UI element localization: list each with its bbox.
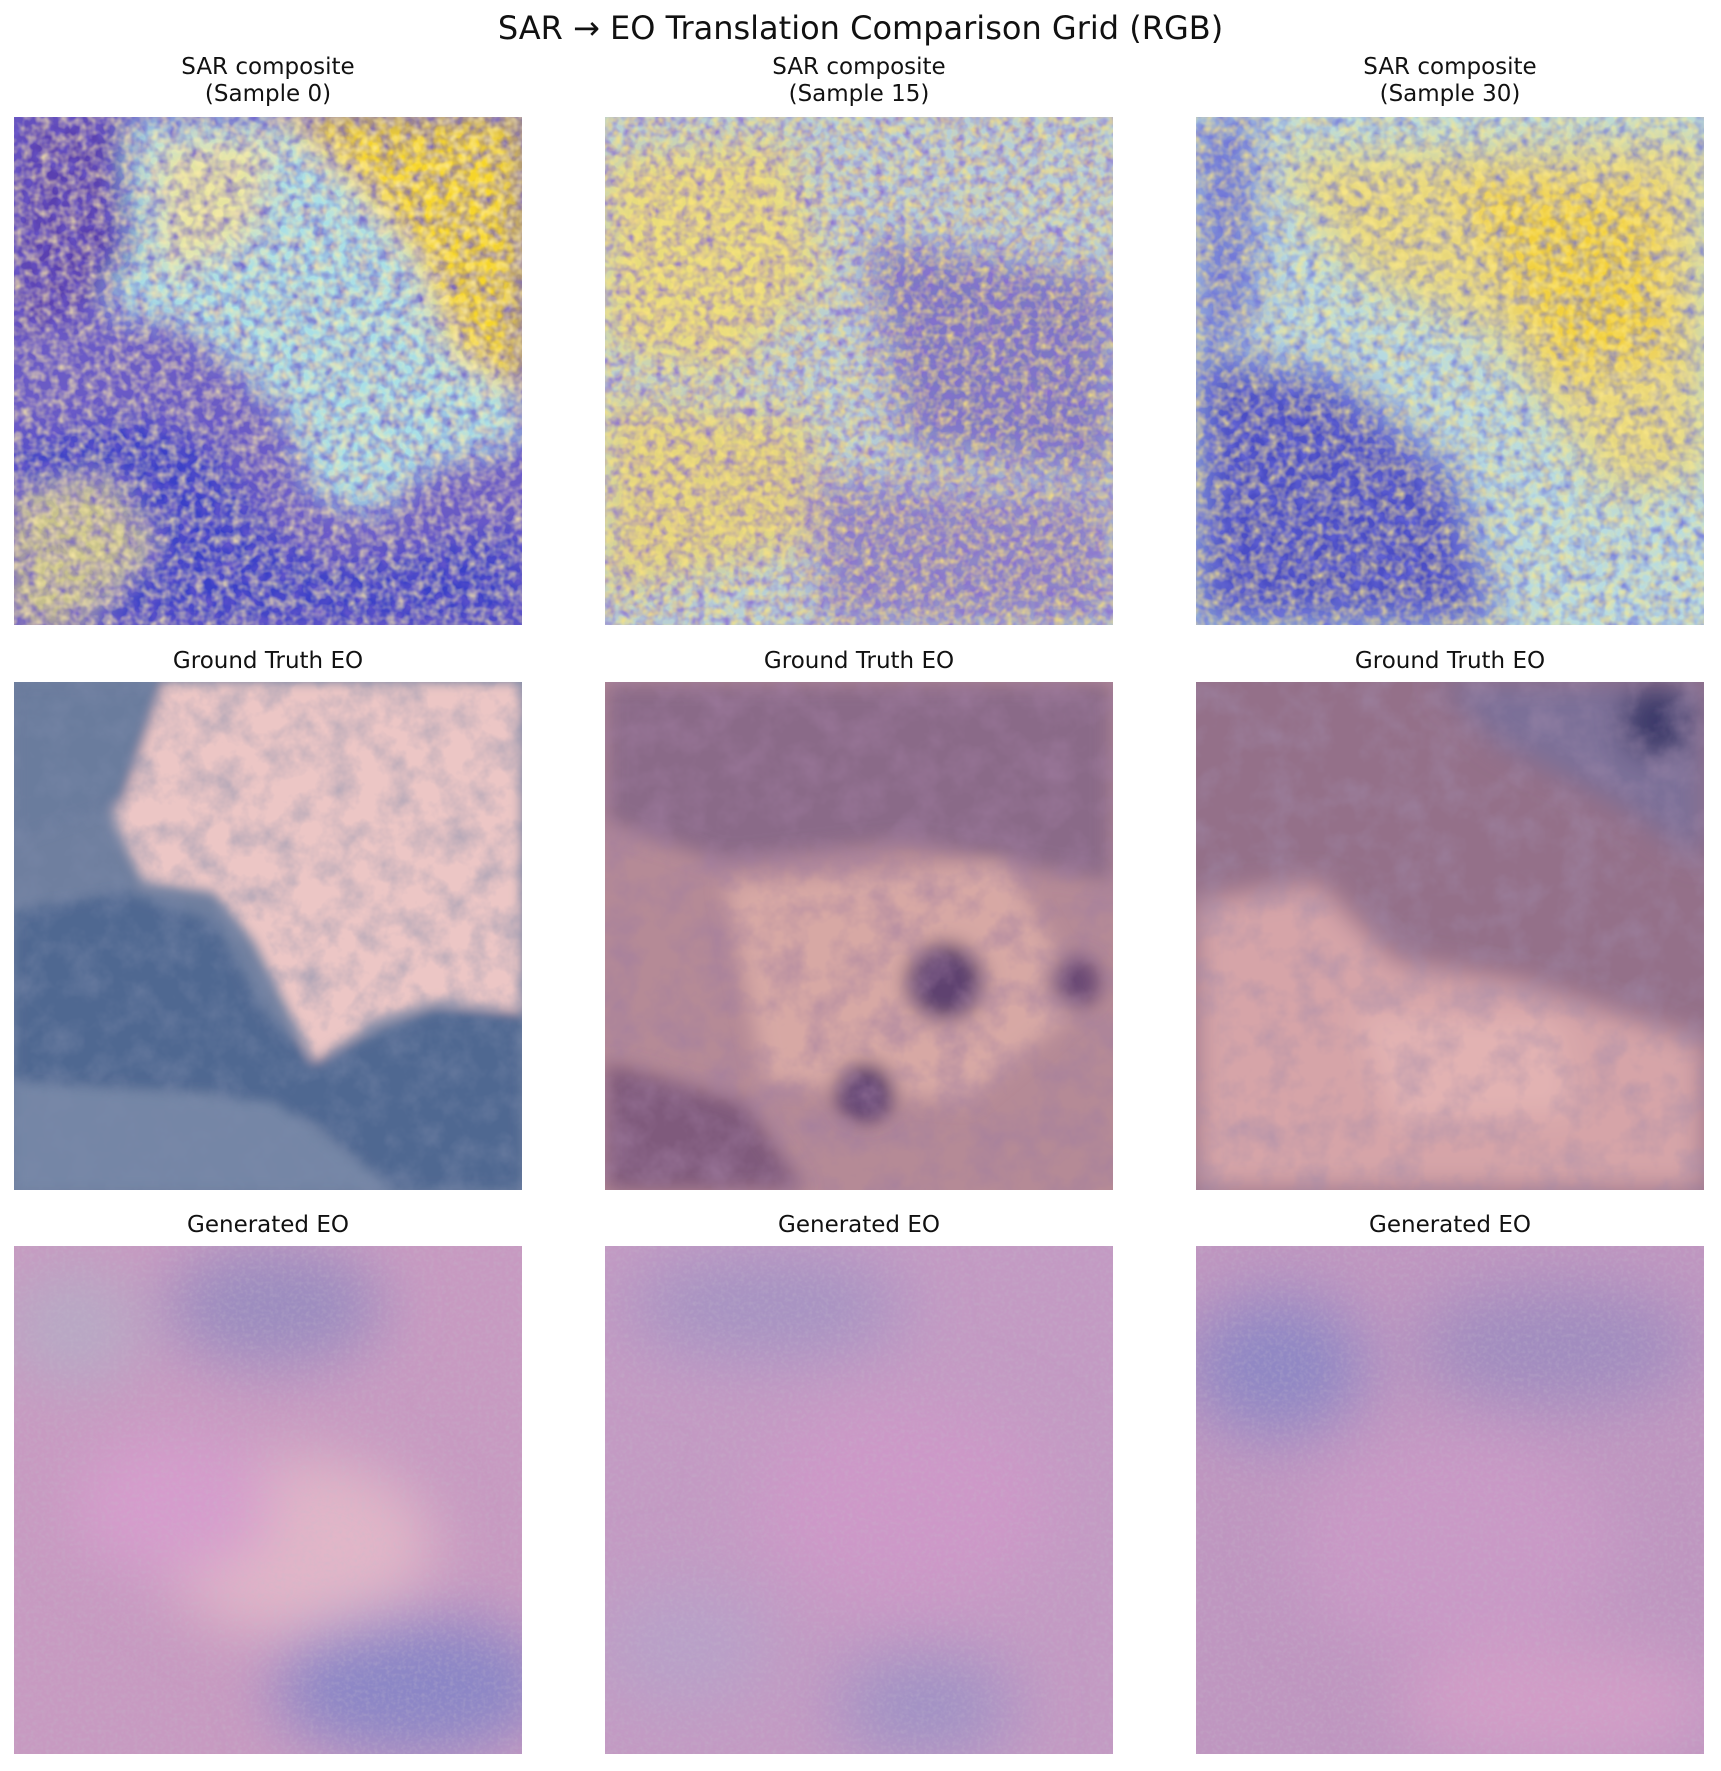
- sar-composite-image: [605, 117, 1113, 625]
- sar-composite-image: [1196, 117, 1704, 625]
- ground-truth-eo-image: [14, 682, 522, 1190]
- figure-title: SAR → EO Translation Comparison Grid (RG…: [497, 9, 1224, 47]
- sar-composite-image: [14, 117, 522, 625]
- panel-title: SAR composite (Sample 15): [772, 54, 946, 107]
- panel-title: Ground Truth EO: [763, 648, 955, 674]
- generated-eo-image: [14, 1246, 522, 1754]
- panel-title: Generated EO: [1369, 1212, 1531, 1238]
- panel-title: Ground Truth EO: [172, 648, 364, 674]
- ground-truth-eo-image: [605, 682, 1113, 1190]
- generated-eo-image: [1196, 1246, 1704, 1754]
- panel-title: Generated EO: [778, 1212, 940, 1238]
- panel-title: SAR composite (Sample 30): [1363, 54, 1537, 107]
- generated-eo-image: [605, 1246, 1113, 1754]
- panel-title: Ground Truth EO: [1354, 648, 1546, 674]
- panel-title: Generated EO: [187, 1212, 349, 1238]
- ground-truth-eo-image: [1196, 682, 1704, 1190]
- panel-title: SAR composite (Sample 0): [181, 54, 355, 107]
